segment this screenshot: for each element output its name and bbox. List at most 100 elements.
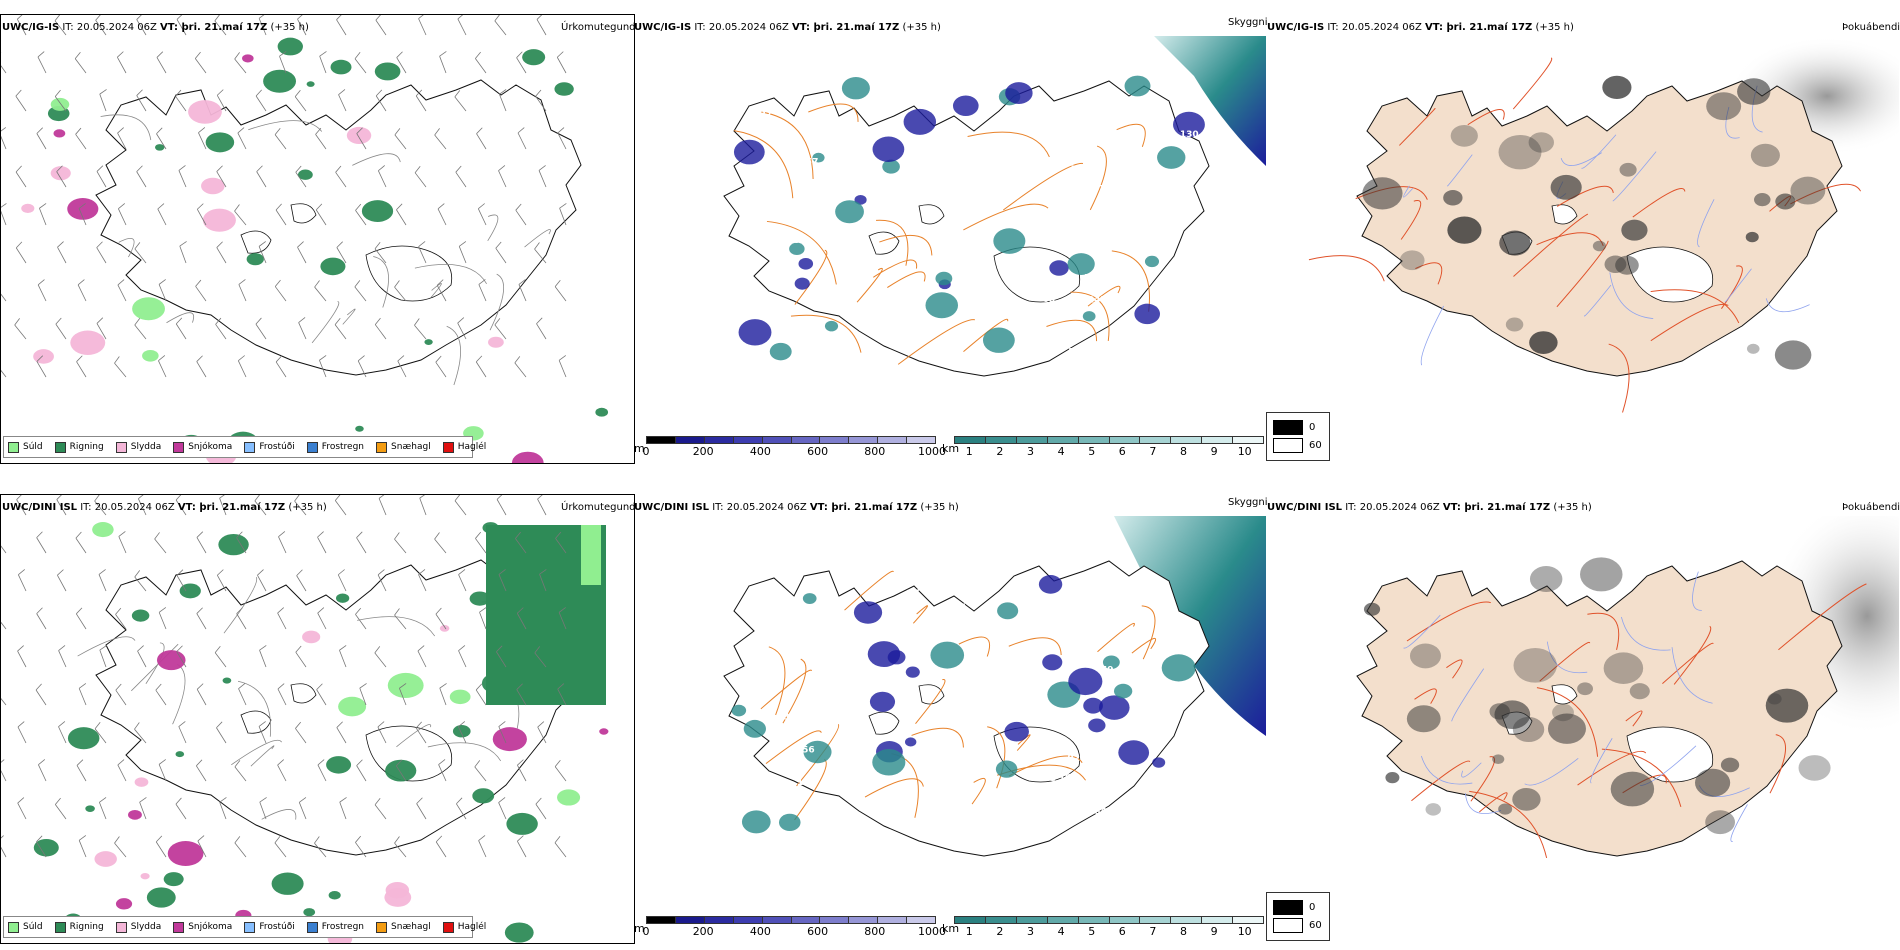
wind-barb bbox=[114, 356, 127, 378]
wind-barb-staff bbox=[317, 764, 327, 782]
legend-label: Frostúði bbox=[259, 442, 295, 452]
wind-barb-flag bbox=[134, 242, 141, 250]
legend-swatch bbox=[173, 921, 185, 933]
wind-barb-staff bbox=[479, 612, 487, 630]
wind-barb-staff bbox=[295, 171, 307, 188]
wind-barb bbox=[216, 721, 227, 744]
cloud-area bbox=[1083, 697, 1103, 714]
wind-barb bbox=[296, 569, 307, 592]
wind-barb-staff bbox=[277, 764, 287, 782]
wind-barb-staff bbox=[557, 688, 567, 706]
road-line bbox=[1406, 601, 1491, 642]
precip-area bbox=[271, 872, 304, 895]
wind-barb bbox=[154, 532, 167, 554]
wind-barb-staff bbox=[134, 324, 147, 340]
scale-tick-label: 10 bbox=[1237, 445, 1252, 458]
legend-item: Snæhagl bbox=[376, 921, 431, 933]
legend-label: Súld bbox=[23, 442, 43, 452]
wind-barb-staff bbox=[374, 324, 387, 340]
wind-barb bbox=[137, 645, 147, 668]
wind-barb-flag bbox=[317, 607, 325, 614]
wind-barb-staff bbox=[1, 614, 7, 630]
cloud-base-label: 78 bbox=[1084, 273, 1097, 283]
road-line bbox=[1632, 188, 1686, 218]
fog-area bbox=[1577, 682, 1593, 696]
precip-area bbox=[188, 100, 222, 124]
precip-legend-row1: Súld Rigning Slydda Snjókoma Frostúði Frostre… bbox=[3, 436, 486, 458]
precip-area bbox=[599, 728, 609, 735]
wind-barb-staff bbox=[394, 842, 407, 858]
wind-barb bbox=[277, 683, 287, 706]
legend-label: Rigning bbox=[69, 922, 104, 932]
river-line bbox=[1403, 185, 1414, 198]
wind-barb bbox=[374, 317, 387, 340]
wind-barb-flag bbox=[17, 15, 24, 20]
wind-barb-flag bbox=[256, 165, 263, 172]
wind-barb-staff bbox=[116, 57, 127, 74]
wind-barb bbox=[334, 317, 347, 340]
wind-barb bbox=[95, 15, 107, 36]
wind-barb-flag bbox=[17, 797, 25, 804]
wind-barb-staff bbox=[1, 286, 7, 302]
wind-barb-staff bbox=[36, 613, 47, 630]
wind-barb bbox=[179, 241, 187, 264]
wind-barb-staff bbox=[238, 284, 247, 302]
precip-area bbox=[439, 625, 450, 632]
wind-barb bbox=[319, 51, 327, 74]
wind-barb-flag bbox=[18, 569, 25, 576]
wind-barb bbox=[418, 15, 427, 36]
wind-barb-flag bbox=[176, 15, 184, 20]
wind-barb bbox=[536, 317, 547, 340]
wind-barb bbox=[196, 759, 207, 782]
precip-area bbox=[242, 54, 254, 63]
wind-barb-staff bbox=[397, 360, 407, 378]
scale-bar bbox=[954, 916, 1265, 924]
fog-area bbox=[1720, 757, 1740, 773]
wind-barb-flag bbox=[455, 165, 462, 173]
wind-barb-staff bbox=[1, 538, 7, 554]
wind-barb-staff bbox=[216, 171, 227, 188]
wind-barb-flag bbox=[496, 495, 504, 500]
legend-swatch bbox=[376, 441, 388, 453]
wind-barb-flag bbox=[255, 89, 262, 97]
legend-item: Haglél bbox=[442, 441, 486, 453]
precip-area bbox=[146, 887, 176, 908]
fog-area bbox=[1450, 124, 1478, 147]
precip-area bbox=[424, 339, 433, 345]
wind-barb bbox=[418, 569, 427, 592]
fog-area bbox=[1798, 755, 1831, 781]
wind-barb-flag bbox=[1, 51, 2, 59]
fog-area bbox=[1498, 134, 1542, 170]
title-precip-row2: Úrkomutegund bbox=[561, 502, 636, 513]
wind-barb-staff bbox=[219, 802, 227, 820]
wind-barb-staff bbox=[475, 689, 487, 706]
wind-barb-staff bbox=[277, 612, 287, 630]
scale-tick-label: 2 bbox=[996, 925, 1004, 938]
wind-barb-staff bbox=[297, 18, 307, 36]
wind-barb bbox=[254, 495, 267, 516]
river-line bbox=[1697, 199, 1715, 248]
precip-map-row2 bbox=[1, 495, 609, 943]
precip-area bbox=[452, 725, 471, 738]
wind-barb-flag bbox=[158, 355, 166, 361]
scale-cell bbox=[704, 436, 734, 444]
scale-tick-label: 0 bbox=[642, 445, 650, 458]
wind-barb bbox=[458, 569, 467, 592]
fog-area bbox=[1362, 177, 1403, 210]
wind-barb-flag bbox=[475, 355, 483, 363]
wind-barb bbox=[36, 355, 47, 378]
wind-barb-flag bbox=[114, 356, 120, 364]
wind-barb bbox=[14, 318, 27, 340]
wind-barb-staff bbox=[297, 246, 307, 264]
wind-barb-flag bbox=[96, 241, 103, 248]
wind-barb-staff bbox=[418, 246, 427, 264]
wind-barb-staff bbox=[514, 362, 527, 378]
wind-barb bbox=[377, 721, 387, 744]
wind-barb bbox=[175, 89, 187, 112]
wind-barb-flag bbox=[374, 646, 381, 654]
wind-barb-staff bbox=[494, 20, 507, 36]
wind-barb-staff bbox=[158, 360, 167, 378]
road-line bbox=[487, 214, 499, 241]
road-line bbox=[1577, 750, 1647, 786]
wind-barb-flag bbox=[357, 355, 365, 362]
